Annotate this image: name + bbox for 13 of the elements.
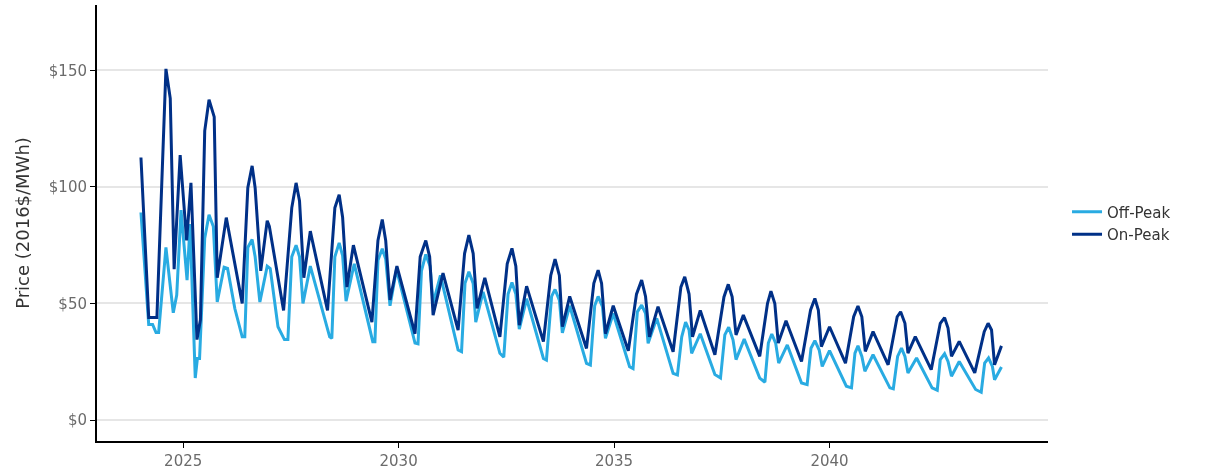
y-tick-label: $50 xyxy=(58,294,87,313)
x-tick-label: 2030 xyxy=(379,452,418,470)
y-tick-label: $100 xyxy=(48,178,87,197)
y-tick-label: $150 xyxy=(48,61,87,80)
x-tick-label: 2035 xyxy=(594,452,634,470)
line-series xyxy=(139,208,1003,394)
x-tick-label: 2025 xyxy=(164,452,203,470)
x-tick-label: 2040 xyxy=(810,452,849,470)
line-series xyxy=(139,67,1003,375)
legend-label: Off-Peak xyxy=(1107,203,1171,222)
y-axis-title: Price (2016$/MWh) xyxy=(11,137,33,309)
y-tick-label: $0 xyxy=(67,411,87,430)
legend-label: On-Peak xyxy=(1107,226,1170,245)
